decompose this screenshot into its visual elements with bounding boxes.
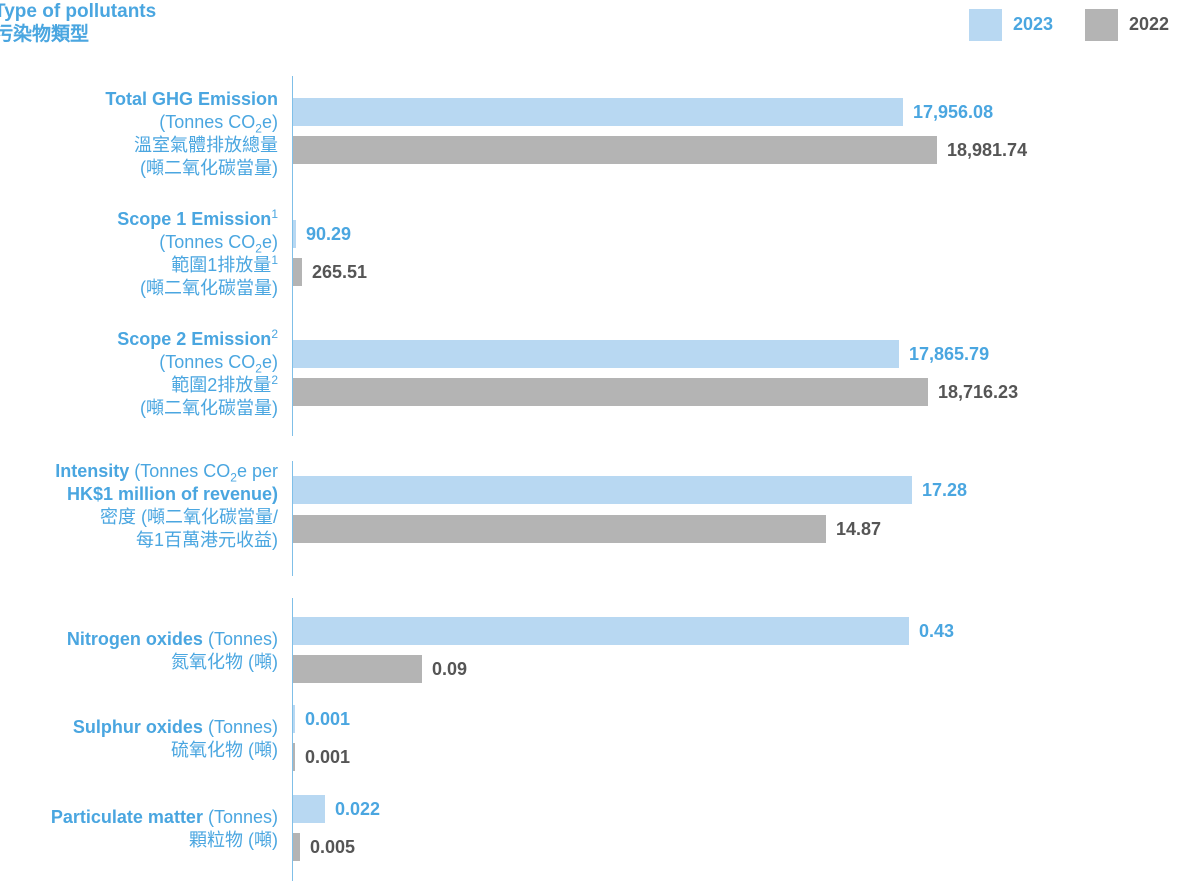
value-label-2022: 0.09	[432, 659, 468, 679]
bar-2022	[293, 655, 422, 683]
bar-2023	[293, 98, 903, 126]
subscript: 2	[255, 361, 262, 376]
bar-2023	[293, 795, 325, 823]
category-label-zh: 氮氧化物 (噸)	[171, 652, 278, 672]
category-label: Sulphur oxides (Tonnes) 硫氧化物 (噸)	[0, 716, 278, 762]
category-label: Particulate matter (Tonnes) 顆粒物 (噸)	[0, 806, 278, 852]
value-label-2023: 0.022	[335, 799, 381, 819]
value-label-2023: 17,956.08	[913, 102, 994, 122]
category-name-en: Scope 1 Emission	[117, 209, 272, 229]
category-name-en: Total GHG Emission	[105, 89, 278, 109]
bar-2023	[293, 220, 296, 248]
category-unit: (Tonnes)	[202, 629, 278, 649]
category-unit-tail: e)	[261, 352, 278, 372]
category-name-en: Nitrogen oxides	[66, 629, 203, 649]
category-unit-tail: e)	[261, 232, 278, 252]
subscript: 2	[255, 241, 262, 256]
subscript: 2	[230, 470, 237, 485]
category-label-zh: 範圍1排放量1	[171, 253, 278, 275]
category-label-en: Intensity (Tonnes CO2e per	[0, 460, 278, 485]
chart-title-zh: 污染物類型	[0, 24, 90, 45]
category-unit: (Tonnes CO	[159, 232, 256, 252]
bar-2023	[293, 705, 295, 733]
bar-2023	[293, 617, 909, 645]
category-label: Scope 2 Emission2 (Tonnes CO2e) 範圍2排放量2 (噸二…	[0, 328, 278, 420]
category-name-en: Intensity	[55, 461, 130, 481]
category-unit: (Tonnes CO	[159, 352, 256, 372]
bar-2022	[293, 743, 295, 771]
value-label-2022: 18,716.23	[938, 382, 1019, 402]
category-label-zh: 範圍2排放量2	[171, 373, 278, 395]
category-label-en: Total GHG Emission	[0, 88, 278, 111]
chart-title: Type of pollutants 污染物類型	[0, 2, 156, 47]
category-label-en: Sulphur oxides (Tonnes)	[0, 716, 278, 739]
category-label: Nitrogen oxides (Tonnes) 氮氧化物 (噸)	[0, 628, 278, 674]
category-label-zh: 顆粒物 (噸)	[189, 830, 278, 850]
bar-2023	[293, 340, 899, 368]
bar-2022	[293, 515, 826, 543]
legend: 2023 2022	[0, 0, 1183, 41]
category-label-en: Scope 1 Emission1	[0, 208, 278, 231]
footnote-marker: 1	[271, 207, 278, 221]
category-name-en: Sulphur oxides	[72, 717, 203, 737]
category-unit-zh: (噸二氧化碳當量)	[140, 158, 278, 178]
value-label-2023: 90.29	[306, 224, 352, 244]
category-unit: (Tonnes CO	[129, 461, 231, 481]
footnote-marker: 1	[271, 253, 278, 267]
category-unit-zh: 每1百萬港元收益)	[135, 530, 278, 550]
category-unit-line2: HK$1 million of revenue)	[66, 484, 278, 504]
chart-axis	[292, 461, 293, 576]
bar-2022	[293, 378, 928, 406]
legend-swatch-2023	[969, 9, 1002, 41]
category-unit: (Tonnes)	[202, 807, 278, 827]
value-label-2022: 18,981.74	[947, 140, 1028, 160]
category-label-en: Nitrogen oxides (Tonnes)	[0, 628, 278, 651]
chart-axis	[292, 76, 293, 436]
value-label-2022: 0.001	[305, 747, 351, 767]
footnote-marker: 2	[271, 373, 278, 387]
category-unit: (Tonnes)	[202, 717, 278, 737]
value-label-2022: 265.51	[312, 262, 368, 282]
category-unit-zh: (噸二氧化碳當量)	[140, 278, 278, 298]
chart-axis	[292, 598, 293, 881]
category-unit: (Tonnes CO	[159, 112, 256, 132]
category-label-en: Particulate matter (Tonnes)	[0, 806, 278, 829]
category-label-zh: 硫氧化物 (噸)	[171, 740, 278, 760]
category-label-zh: 密度 (噸二氧化碳當量/	[100, 507, 278, 527]
value-label-2023: 17,865.79	[909, 344, 990, 364]
category-label-en: Scope 2 Emission2	[0, 328, 278, 351]
value-label-2023: 0.43	[919, 621, 955, 641]
bar-2022	[293, 258, 302, 286]
category-label: Total GHG Emission (Tonnes CO2e) 溫室氣體排放總量(…	[0, 88, 278, 180]
value-label-2023: 0.001	[305, 709, 351, 729]
value-label-2022: 0.005	[310, 837, 356, 857]
bar-2023	[293, 476, 912, 504]
category-unit-tail: e)	[261, 112, 278, 132]
category-unit-en: (Tonnes CO2e)	[0, 111, 278, 136]
category-name-en: Scope 2 Emission	[117, 329, 272, 349]
category-label: Scope 1 Emission1 (Tonnes CO2e) 範圍1排放量1 (噸二…	[0, 208, 278, 300]
legend-label-2023: 2023	[1013, 14, 1054, 34]
category-unit-en: (Tonnes CO2e)	[0, 231, 278, 256]
category-unit-tail: e per	[236, 461, 278, 481]
category-unit-en: (Tonnes CO2e)	[0, 351, 278, 376]
category-label: Intensity (Tonnes CO2e per HK$1 million o…	[0, 460, 278, 552]
value-label-2022: 14.87	[836, 519, 882, 539]
category-name-en: Particulate matter	[50, 807, 203, 827]
bar-2022	[293, 833, 300, 861]
subscript: 2	[255, 121, 262, 136]
legend-label-2022: 2022	[1129, 14, 1170, 34]
bar-2022	[293, 136, 937, 164]
chart-title-en: Type of pollutants	[0, 1, 157, 22]
footnote-marker: 2	[271, 327, 278, 341]
category-unit-zh: (噸二氧化碳當量)	[140, 398, 278, 418]
value-label-2023: 17.28	[922, 480, 968, 500]
category-label-zh: 溫室氣體排放總量	[134, 135, 278, 155]
legend-swatch-2022	[1085, 9, 1118, 41]
